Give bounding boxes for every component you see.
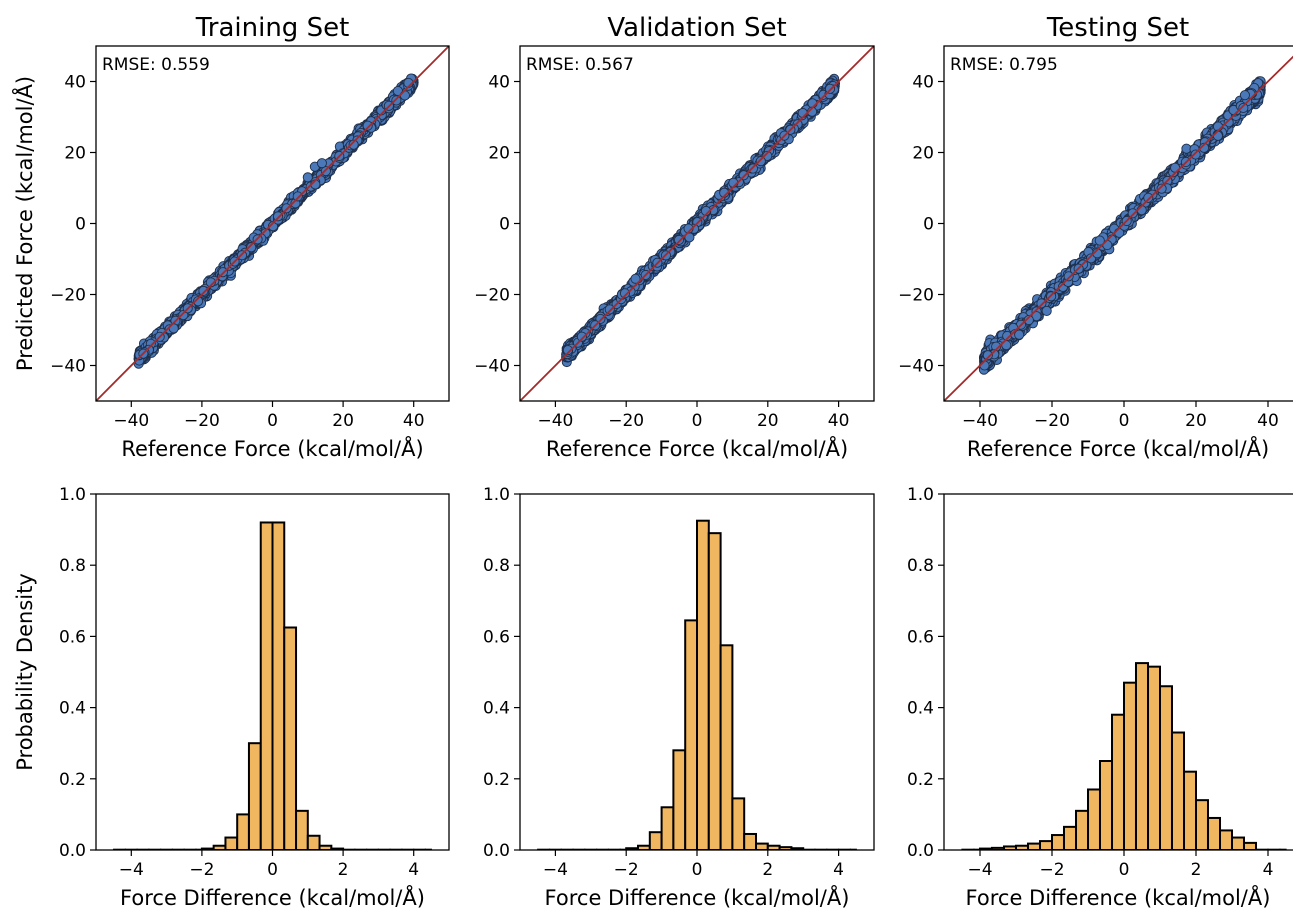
rmse-annotation: RMSE: 0.559 [102,55,210,75]
scatter-point [302,172,313,183]
scatter-point [348,139,359,150]
x-axis-label: Reference Force (kcal/mol/Å) [121,435,423,461]
scatter-point [246,242,257,253]
scatter-point [292,191,303,202]
plot-area [520,46,874,401]
x-tick-label: −20 [184,411,220,431]
y-tick-label: 20 [64,144,86,164]
scatter-point [272,211,284,222]
x-tick-label: 20 [332,411,354,431]
y-tick-label: 0 [75,215,86,235]
scatter-point [267,221,279,232]
x-tick-label: 0 [267,411,278,431]
x-tick-label: −40 [113,411,149,431]
scatter-point [193,296,204,307]
scatter-point [198,285,209,296]
x-tick-label: 40 [403,411,425,431]
scatter-point [399,90,410,101]
y-tick-label: −40 [50,357,86,377]
train-scatter-panel: −40 −20 0 20 40 −40 −20 0 20 40 Reference Force (k… [11,13,450,461]
panel-title: Training Set [195,13,350,43]
y-tick-label: 40 [64,73,86,93]
scatter-point [320,166,331,177]
scatter-point [362,120,373,131]
scatter-point [205,277,216,288]
identity-line [96,46,449,401]
scatter-point [316,158,327,169]
scatter-point [391,95,402,106]
plot-area [96,46,449,401]
y-axis-label: Predicted Force (kcal/mol/Å) [11,76,37,371]
y-tick-label: −20 [50,286,86,306]
